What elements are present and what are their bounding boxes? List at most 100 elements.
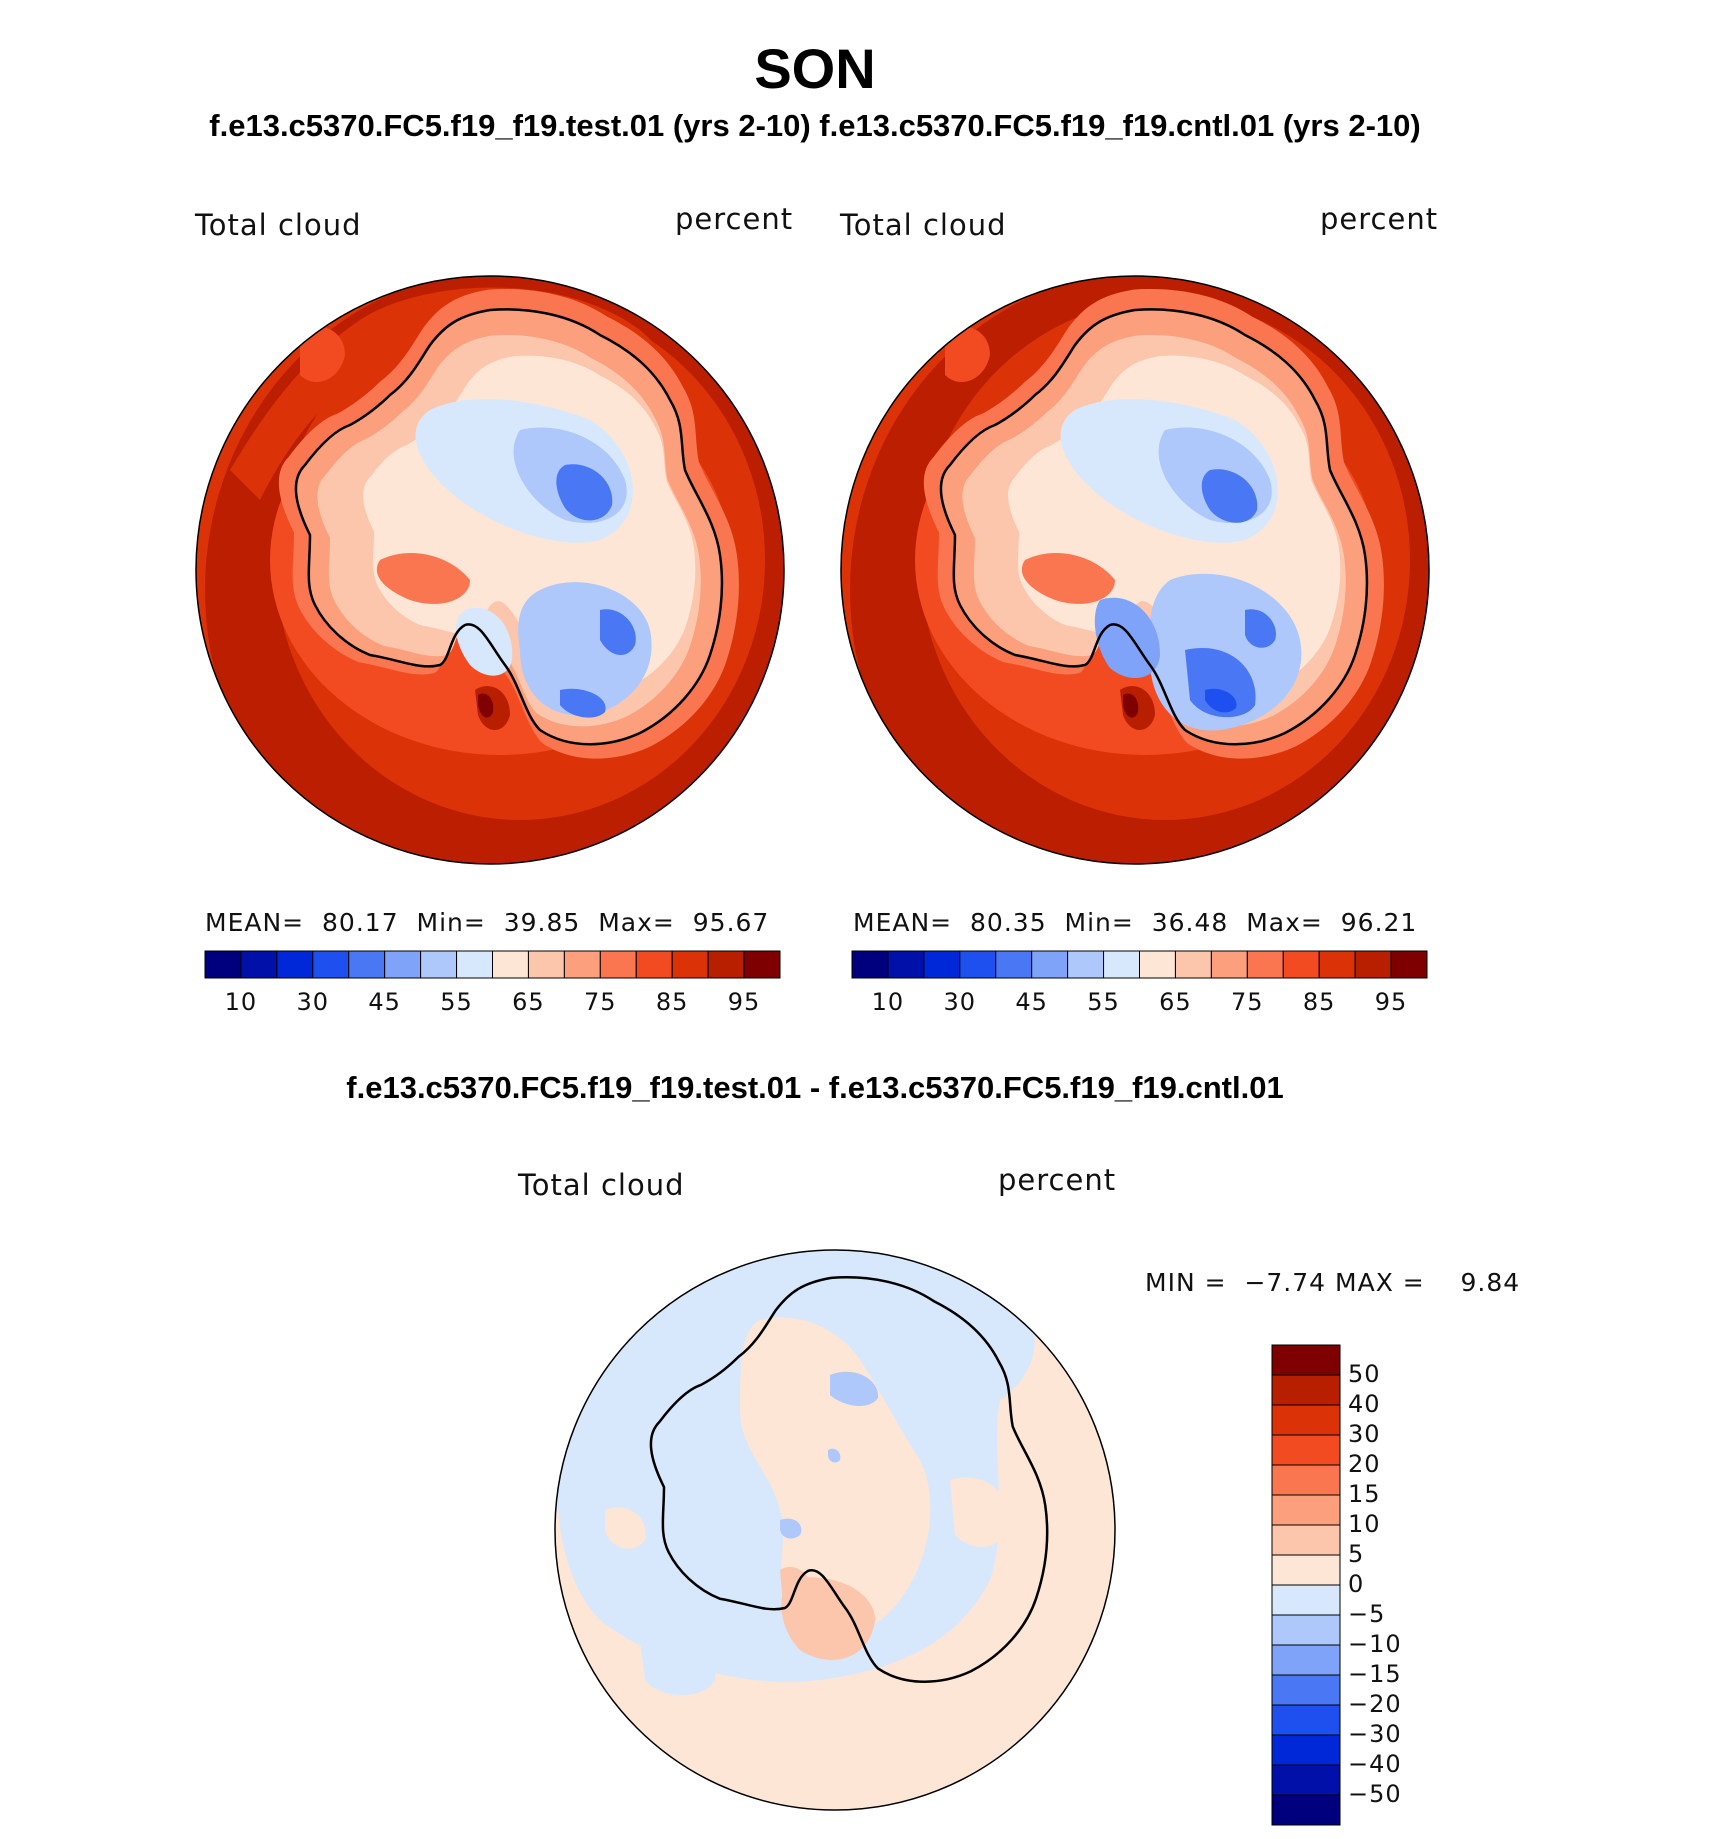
panel2-colorbar xyxy=(851,950,1428,979)
panel1-max-value: 95.67 xyxy=(692,908,770,937)
panel2-stats: MEAN= 80.35 Min= 36.48 Max= 96.21 xyxy=(853,908,1417,937)
diff-colorbar-tick-label: 5 xyxy=(1348,1540,1365,1568)
panel2-map xyxy=(841,276,1429,864)
figure-subtitle: f.e13.c5370.FC5.f19_f19.test.01 (yrs 2-1… xyxy=(209,108,1421,143)
diff-colorbar-box xyxy=(1271,1704,1341,1736)
panel2-min-label: Min= xyxy=(1064,908,1134,937)
panel1-colorbar-box xyxy=(384,950,422,979)
diff-colorbar-box xyxy=(1271,1434,1341,1466)
diff-colorbar-tick-label: −5 xyxy=(1348,1600,1386,1628)
panel2-colorbar-box xyxy=(1390,950,1428,979)
diff-colorbar-box xyxy=(1271,1524,1341,1556)
panel1-colorbar-box xyxy=(312,950,350,979)
panel1-max-label: Max= xyxy=(598,908,675,937)
panel1-colorbar-box xyxy=(599,950,637,979)
panel1-variable-label: Total cloud xyxy=(195,208,362,242)
diff-colorbar-box xyxy=(1271,1494,1341,1526)
diff-colorbar-tick-label: 40 xyxy=(1348,1390,1381,1418)
panel2-colorbar-box xyxy=(1246,950,1284,979)
diff-colorbar xyxy=(1271,1344,1341,1826)
panel1-mean-label: MEAN= xyxy=(205,908,305,937)
diff-colorbar-box xyxy=(1271,1674,1341,1706)
diff-colorbar-tick-label: −40 xyxy=(1348,1750,1402,1778)
panel1-units-label: percent xyxy=(675,202,794,236)
panel2-colorbar-box xyxy=(1103,950,1140,979)
panel1-colorbar-tick-label: 45 xyxy=(368,988,401,1016)
panel2-colorbar-box xyxy=(1282,950,1320,979)
diff-colorbar-box xyxy=(1271,1464,1341,1496)
diff-max-label: MAX = xyxy=(1335,1268,1425,1297)
panel2-variable-label: Total cloud xyxy=(840,208,1007,242)
panel1-colorbar-box xyxy=(204,950,242,979)
panel2-colorbar-tick-label: 65 xyxy=(1159,988,1192,1016)
panel1-map xyxy=(196,276,784,864)
panel2-colorbar-box xyxy=(1174,950,1212,979)
diff-colorbar-tick-label: 20 xyxy=(1348,1450,1381,1478)
diff-colorbar-tick-label: 15 xyxy=(1348,1480,1381,1508)
diff-colorbar-box xyxy=(1271,1344,1341,1376)
panel2-mean-value: 80.35 xyxy=(970,908,1047,937)
diff-colorbar-tick-label: −15 xyxy=(1348,1660,1402,1688)
panel2-colorbar-box xyxy=(1139,950,1176,979)
panel1-colorbar-tick-label: 85 xyxy=(655,988,689,1016)
panel2-colorbar-tick-label: 85 xyxy=(1302,988,1336,1016)
panel1-colorbar-box xyxy=(563,950,601,979)
panel2-map-border xyxy=(840,275,1430,865)
diff-map-border xyxy=(554,1249,1116,1811)
panel2-units-label: percent xyxy=(1320,202,1439,236)
panel1-map-border xyxy=(195,275,785,865)
diff-min-value: −7.74 xyxy=(1244,1268,1327,1297)
panel1-colorbar-tick-label: 95 xyxy=(727,988,761,1016)
panel2-colorbar-tick-label: 75 xyxy=(1231,988,1264,1016)
diff-colorbar-box xyxy=(1271,1554,1341,1586)
diff-max-value: 9.84 xyxy=(1460,1268,1521,1297)
panel2-colorbar-box xyxy=(1031,950,1069,979)
panel1-colorbar-box xyxy=(348,950,386,979)
diff-map xyxy=(555,1250,1115,1810)
diff-colorbar-tick-label: −10 xyxy=(1348,1630,1402,1658)
diff-colorbar-box xyxy=(1271,1644,1341,1676)
diff-colorbar-box xyxy=(1271,1794,1341,1826)
diff-units-label: percent xyxy=(998,1163,1117,1197)
diff-colorbar-tick-label: 30 xyxy=(1348,1420,1381,1448)
diff-colorbar-tick-label: 10 xyxy=(1348,1510,1381,1538)
panel1-colorbar-box xyxy=(492,950,529,979)
panel1-colorbar-box xyxy=(456,950,493,979)
panel1-colorbar-box xyxy=(276,950,314,979)
diff-stats: MIN = −7.74 MAX = 9.84 xyxy=(1145,1268,1520,1297)
diff-min-label: MIN = xyxy=(1145,1268,1227,1297)
panel1-mean-value: 80.17 xyxy=(322,908,399,937)
panel2-colorbar-tick-label: 30 xyxy=(943,988,977,1016)
panel2-colorbar-tick-label: 10 xyxy=(871,988,905,1016)
diff-colorbar-tick-label: −30 xyxy=(1348,1720,1402,1748)
panel2-min-value: 36.48 xyxy=(1151,908,1229,937)
diff-colorbar-tick-label: −50 xyxy=(1348,1780,1402,1808)
panel1-colorbar-box xyxy=(527,950,565,979)
diff-colorbar-box xyxy=(1271,1404,1341,1436)
figure-title: SON xyxy=(754,37,876,100)
panel1-colorbar-box xyxy=(240,950,278,979)
panel1-colorbar-box xyxy=(635,950,673,979)
panel1-stats: MEAN= 80.17 Min= 39.85 Max= 95.67 xyxy=(205,908,769,937)
diff-colorbar-box xyxy=(1271,1734,1341,1766)
panel2-colorbar-tick-label: 45 xyxy=(1015,988,1048,1016)
panel2-colorbar-box xyxy=(1067,950,1105,979)
panel1-min-label: Min= xyxy=(416,908,486,937)
panel2-colorbar-box xyxy=(851,950,889,979)
panel2-colorbar-box xyxy=(887,950,925,979)
panel1-colorbar-box xyxy=(707,950,745,979)
panel2-colorbar-box xyxy=(923,950,961,979)
panel2-colorbar-box xyxy=(1210,950,1248,979)
diff-colorbar-tick-label: 0 xyxy=(1348,1570,1365,1598)
panel2-colorbar-box xyxy=(1318,950,1356,979)
panel1-colorbar-tick-label: 10 xyxy=(224,988,258,1016)
panel1-colorbar-tick-label: 65 xyxy=(512,988,545,1016)
panel2-colorbar-box xyxy=(1354,950,1392,979)
panel1-colorbar xyxy=(204,950,781,979)
panel1-colorbar-box xyxy=(743,950,781,979)
diff-colorbar-tick-label: −20 xyxy=(1348,1690,1402,1718)
panel1-min-value: 39.85 xyxy=(503,908,581,937)
panel2-max-value: 96.21 xyxy=(1340,908,1418,937)
diff-variable-label: Total cloud xyxy=(518,1168,685,1202)
difference-title: f.e13.c5370.FC5.f19_f19.test.01 - f.e13.… xyxy=(346,1070,1284,1105)
